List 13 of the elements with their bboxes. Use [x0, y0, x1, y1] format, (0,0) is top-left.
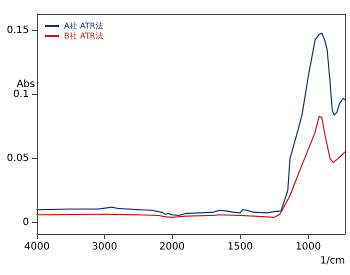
y-tick-label: 0.15 [6, 25, 29, 36]
x-tick-label: 2000 [159, 242, 185, 252]
y-tick-label: 0 [22, 216, 29, 228]
y-tick-label: 0.05 [6, 153, 29, 164]
x-tick-label: 3000 [92, 242, 118, 252]
x-tick-label: 4000 [24, 242, 50, 252]
x-axis-title: 1/cm [320, 256, 345, 266]
x-tick-label: 1000 [295, 242, 321, 252]
legend-label: A社 ATR法 [64, 22, 104, 30]
legend-label: B社 ATR法 [64, 32, 104, 40]
y-tick-label: 0.1 [13, 89, 29, 100]
y-axis-title: Abs [16, 79, 35, 90]
x-tick-label: 1500 [227, 242, 253, 252]
